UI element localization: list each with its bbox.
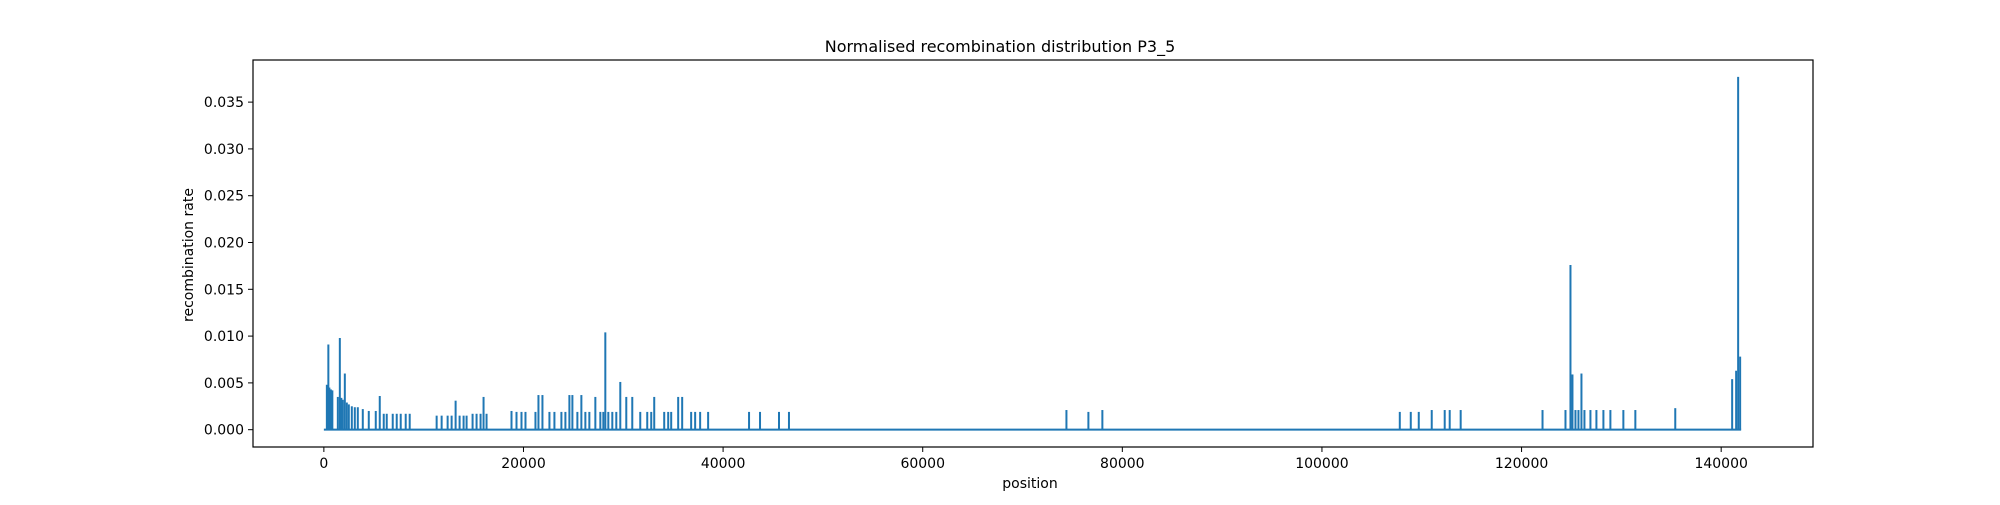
- y-tick-label: 0.020: [204, 236, 244, 252]
- x-tick-label: 20000: [501, 456, 546, 472]
- x-tick-label: 120000: [1495, 456, 1548, 472]
- y-tick-label: 0.010: [204, 329, 244, 345]
- x-tick-label: 80000: [1100, 456, 1145, 472]
- y-tick-label: 0.005: [204, 376, 244, 392]
- x-tick-label: 60000: [900, 456, 945, 472]
- axes-layer: 0 20000 40000 60000 80000 100000 120000 140000 0…: [204, 59, 1814, 472]
- chart-title: Normalised recombination distribution P3…: [825, 37, 1176, 57]
- y-tick-label: 0.015: [204, 282, 244, 298]
- y-axis-label: recombination rate: [181, 188, 197, 322]
- series-layer: [323, 76, 1742, 431]
- x-tick-label: 100000: [1295, 456, 1348, 472]
- y-tick-label: 0.000: [204, 423, 244, 439]
- x-tick-label: 0: [319, 456, 328, 472]
- y-tick-label: 0.030: [204, 142, 244, 158]
- x-axis-label: position: [1002, 476, 1057, 492]
- x-tick-label: 140000: [1694, 456, 1747, 472]
- x-tick-label: 40000: [701, 456, 746, 472]
- y-tick-label: 0.035: [204, 95, 244, 111]
- y-tick-label: 0.025: [204, 189, 244, 205]
- plot-frame: [252, 59, 1814, 448]
